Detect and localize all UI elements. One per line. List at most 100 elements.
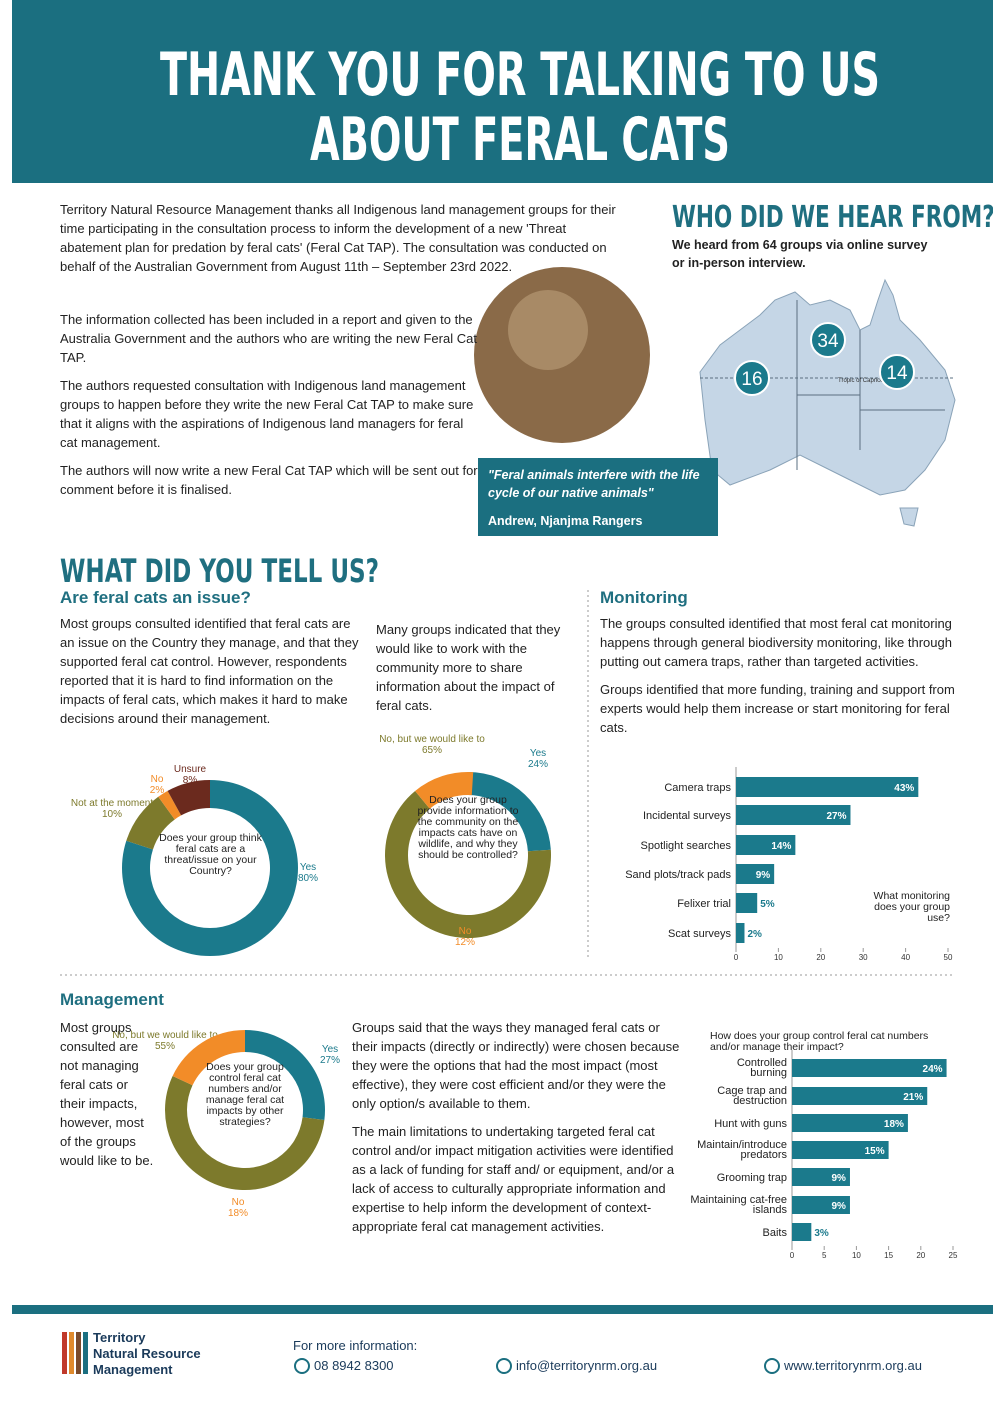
x-tick-label: 10: [852, 1251, 861, 1260]
segment-name: No, but we would like to: [112, 1030, 218, 1041]
paragraph: Territory Natural Resource Management th…: [60, 202, 616, 274]
donut-segment: [126, 796, 175, 850]
x-tick-label: 5: [822, 1251, 827, 1260]
count-label: 14: [886, 363, 908, 384]
more-info: For more information:: [293, 1338, 417, 1353]
x-tick-label: 50: [944, 953, 953, 962]
donut-segment: [164, 1075, 325, 1190]
bar: [736, 923, 745, 943]
value-label: 21%: [903, 1092, 923, 1103]
bar: [792, 1087, 928, 1105]
value-label: 15%: [865, 1146, 885, 1157]
category-label-part: destruction: [733, 1095, 787, 1107]
donut-segment: [172, 1030, 245, 1086]
bar: [792, 1059, 947, 1077]
x-tick-label: 15: [884, 1251, 893, 1260]
logo-stripe: [83, 1332, 88, 1374]
paragraph: The authors will now write a new Feral C…: [60, 463, 478, 497]
segment-name: Yes: [530, 748, 546, 759]
australia-map: [699, 278, 956, 496]
logo-stripe: [62, 1332, 67, 1374]
category-label: Sand plots/track pads: [625, 869, 731, 881]
subheading: Management: [60, 990, 164, 1009]
footer-band: [12, 1305, 993, 1314]
value-label: 43%: [894, 783, 914, 794]
segment-name: Not at the moment: [71, 798, 153, 809]
x-tick-label: 30: [859, 953, 868, 962]
paragraph: The main limitations to undertaking targ…: [352, 1124, 675, 1234]
management-text: Groups said that the ways they managed f…: [352, 1018, 687, 1245]
donut-segment: [468, 772, 551, 852]
category-label: Cage trap and destruction: [717, 1085, 787, 1107]
count-badge: [879, 354, 915, 390]
intro: Territory Natural Resource Management th…: [60, 200, 630, 285]
segment-value: 8%: [183, 775, 198, 786]
count-badge: [810, 322, 846, 358]
category-label: Camera traps: [664, 782, 731, 794]
paragraph: The authors requested consultation with …: [60, 378, 474, 450]
category-label: Felixer trial: [677, 898, 731, 910]
monitoring-text: The groups consulted identified that mos…: [600, 614, 955, 746]
title-line: ABOUT FERAL CATS: [310, 105, 730, 175]
segment-name: Yes: [300, 862, 316, 873]
section-title: WHO DID WE HEAR FROM?: [672, 200, 993, 235]
paragraph: Most groups consulted are not managing f…: [60, 1020, 154, 1168]
count-label: 34: [817, 331, 839, 352]
value-label: 14%: [771, 841, 791, 852]
bar: [736, 893, 758, 913]
value-label: 5%: [760, 899, 775, 910]
value-label: 18%: [884, 1119, 904, 1130]
who-text: We heard from 64 groups via online surve…: [672, 238, 928, 270]
category-label: Incidental surveys: [643, 810, 732, 822]
value-label: 3%: [814, 1228, 829, 1239]
bar: [792, 1114, 908, 1132]
value-label: 9%: [832, 1201, 847, 1212]
donut-segment: [245, 1030, 325, 1121]
segment-name: Unsure: [174, 764, 207, 775]
segment-value: 27%: [320, 1055, 340, 1066]
bar: [792, 1223, 812, 1241]
segment-name: No: [151, 774, 164, 785]
segment-value: 65%: [422, 745, 442, 756]
section-title: WHAT DID YOU TELL US?: [60, 552, 380, 590]
cat-photo: [508, 290, 588, 370]
title-line: THANK YOU FOR TALKING TO US: [160, 40, 880, 110]
segment-value: 80%: [298, 873, 318, 884]
category-label-part: burning: [750, 1067, 787, 1079]
donut-question: Does your group think feral cats are a t…: [159, 832, 262, 877]
paragraph: The groups consulted identified that mos…: [600, 616, 952, 669]
value-label: 9%: [832, 1173, 847, 1184]
x-tick-label: 0: [790, 1251, 795, 1260]
segment-value: 12%: [455, 937, 475, 948]
count-badge: [734, 360, 770, 396]
segment-name: No, but we would like to: [379, 734, 485, 745]
category-label-part: Cage trap and: [717, 1085, 787, 1097]
donut-segment: [158, 790, 182, 820]
logo-stripe: [76, 1332, 81, 1374]
donut-question: Does your group provide information to t…: [417, 794, 519, 861]
category-label: Grooming trap: [717, 1172, 787, 1184]
category-label-part: Controlled: [737, 1057, 787, 1069]
value-label: 27%: [826, 811, 846, 822]
category-label: Scat surveys: [668, 928, 731, 940]
website: www.territorynrm.org.au: [783, 1358, 922, 1373]
category-label-part: Maintain/introduce: [697, 1139, 787, 1151]
category-label-part: Maintaining cat-free: [690, 1194, 787, 1206]
logo-text: Territory: [93, 1330, 146, 1345]
category-label: Maintain/introduce predators: [697, 1139, 787, 1161]
x-tick-label: 0: [734, 953, 739, 962]
segment-name: No: [459, 926, 472, 937]
web-icon: [764, 1358, 780, 1374]
bar: [792, 1141, 889, 1159]
tropic-label: Tropic of Capricorn: [838, 378, 889, 384]
tasmania: [899, 507, 919, 527]
subheading: Are feral cats an issue?: [60, 588, 251, 607]
paragraph: Many groups indicated that they would li…: [376, 622, 561, 713]
count-label: 16: [741, 369, 762, 390]
x-tick-label: 10: [774, 953, 783, 962]
paragraph: Groups said that the ways they managed f…: [352, 1020, 680, 1111]
x-tick-label: 20: [916, 1251, 925, 1260]
paragraph: Groups identified that more funding, tra…: [600, 682, 955, 735]
header-band: [12, 0, 993, 183]
